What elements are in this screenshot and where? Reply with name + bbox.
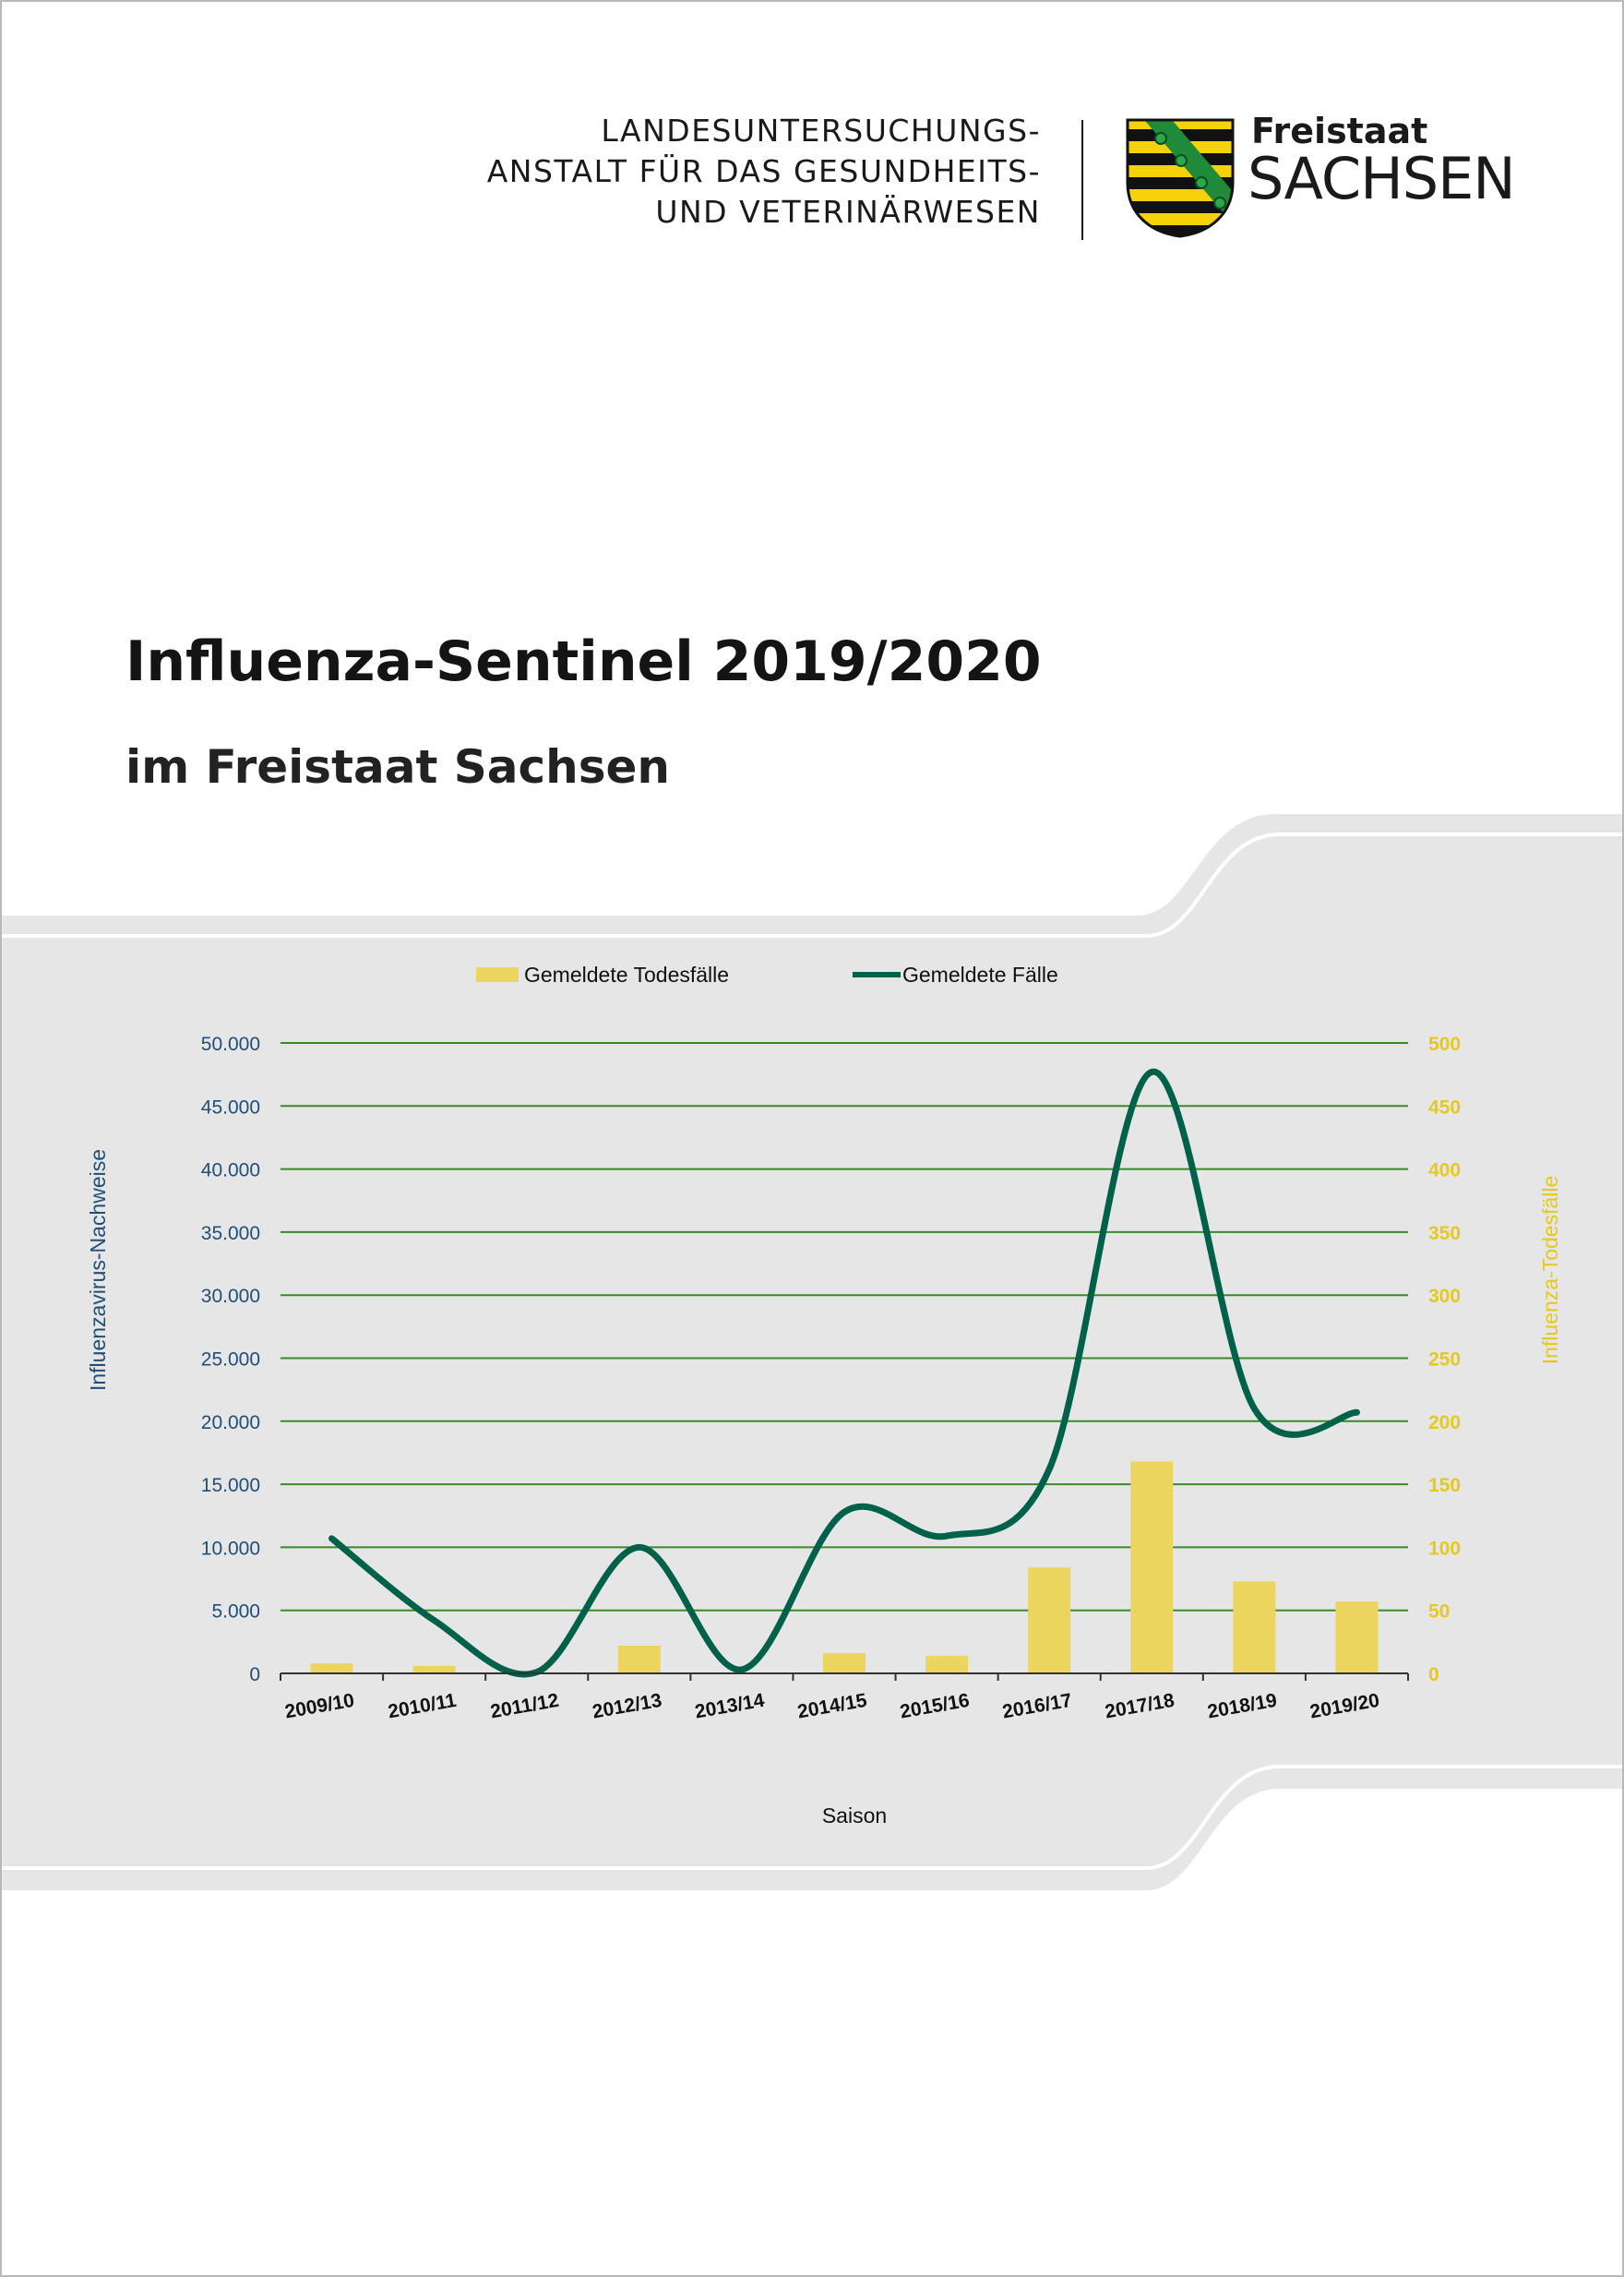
bar [823, 1653, 866, 1673]
bar [925, 1655, 969, 1673]
brand-top: Freistaat [1251, 111, 1428, 151]
y-tick-label: 45.000 [201, 1097, 260, 1118]
x-tick-label: 2018/19 [1206, 1690, 1279, 1723]
line-series-path [328, 1068, 1360, 1678]
y-tick-label: 50.000 [201, 1034, 260, 1055]
header-divider [1081, 120, 1083, 240]
bar [412, 1665, 456, 1673]
bar [617, 1645, 661, 1673]
x-tick-label: 2011/12 [489, 1690, 561, 1723]
y-right-tick-label: 250 [1428, 1349, 1461, 1371]
legend: Gemeldete Todesfälle Gemeldete Fälle [476, 963, 1058, 987]
y-axis-right-label: Influenza-Todesfälle [1538, 1176, 1562, 1365]
y-tick-label: 10.000 [201, 1538, 260, 1559]
y-tick-label: 5.000 [211, 1601, 260, 1623]
y-tick-label: 40.000 [201, 1160, 260, 1181]
grid-lines [281, 1042, 1408, 1612]
x-tick-label: 2012/13 [591, 1690, 663, 1723]
axes [280, 1672, 1409, 1681]
y-right-tick-label: 500 [1428, 1034, 1461, 1055]
brand-main: SACHSEN [1248, 145, 1516, 212]
x-axis-label: Saison [822, 1804, 887, 1828]
y-tick-label: 15.000 [201, 1475, 260, 1496]
institution-name: LANDESUNTERSUCHUNGS- ANSTALT FÜR DAS GES… [487, 111, 1041, 233]
y-right-tick-label: 0 [1428, 1664, 1439, 1685]
x-tick-label: 2009/10 [283, 1690, 356, 1723]
y-right-tick-label: 100 [1428, 1538, 1461, 1559]
legend-line-label: Gemeldete Fälle [902, 963, 1058, 987]
x-tick-label: 2016/17 [1001, 1690, 1074, 1723]
x-tick-label: 2013/14 [693, 1690, 766, 1723]
y-right-tick-label: 300 [1428, 1286, 1461, 1307]
y-tick-label: 0 [249, 1664, 260, 1685]
saxony-crest-icon [1126, 118, 1235, 238]
y-tick-label: 35.000 [201, 1223, 260, 1244]
y-right-tick-label: 400 [1428, 1160, 1461, 1181]
y-axis-label: Influenzavirus-Nachweise [86, 1149, 110, 1391]
bar [1335, 1601, 1379, 1673]
document-subtitle: im Freistaat Sachsen [125, 740, 671, 794]
y-right-tick-label: 200 [1428, 1412, 1461, 1433]
legend-bar-swatch [476, 967, 519, 982]
bar-series [310, 1461, 1379, 1673]
institution-line-2: ANSTALT FÜR DAS GESUNDHEITS- [486, 153, 1041, 189]
y-right-tick-label: 150 [1428, 1475, 1461, 1496]
y-tick-label: 30.000 [201, 1286, 260, 1307]
x-tick-label: 2015/16 [899, 1690, 972, 1723]
line-series [328, 1068, 1360, 1678]
bar [310, 1663, 353, 1673]
bar [1233, 1581, 1276, 1673]
y-right-tick-label: 50 [1428, 1601, 1450, 1623]
x-tick-label: 2017/18 [1104, 1690, 1176, 1723]
document-title: Influenza-Sentinel 2019/2020 [125, 629, 1042, 694]
x-tick-label: 2010/11 [387, 1690, 459, 1723]
legend-bar-label: Gemeldete Todesfälle [524, 963, 729, 987]
institution-line-1: LANDESUNTERSUCHUNGS- [601, 113, 1041, 149]
x-tick-label: 2014/15 [795, 1690, 868, 1723]
bar [1130, 1461, 1174, 1673]
y-right-tick-label: 350 [1428, 1223, 1461, 1244]
bar [1028, 1567, 1071, 1673]
x-tick-label: 2019/20 [1308, 1690, 1381, 1723]
institution-line-3: UND VETERINÄRWESEN [655, 194, 1041, 230]
y-tick-label: 20.000 [201, 1412, 260, 1433]
y-right-tick-label: 450 [1428, 1097, 1461, 1118]
y-tick-label: 25.000 [201, 1349, 260, 1371]
